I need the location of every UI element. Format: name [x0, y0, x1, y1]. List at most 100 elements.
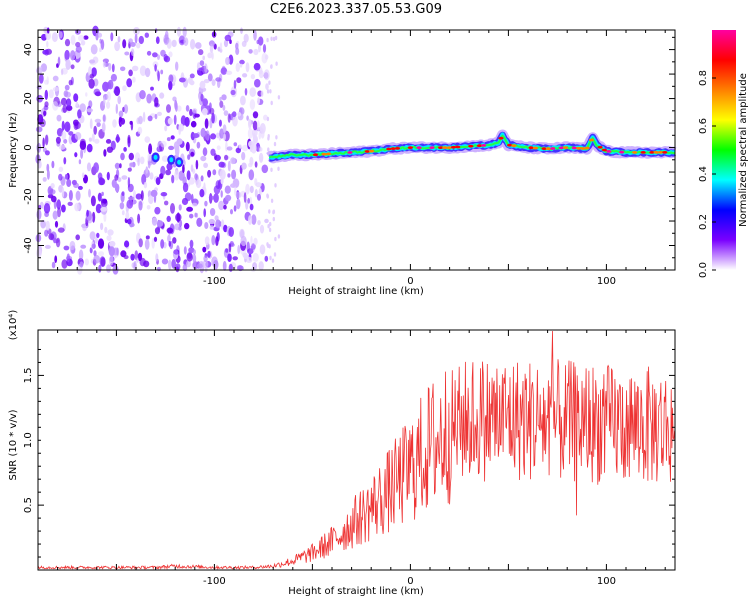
noise-speck [262, 44, 267, 53]
noise-speck [117, 95, 121, 105]
noise-speck [101, 191, 104, 197]
noise-speck [250, 235, 253, 246]
noise-speck [239, 63, 243, 68]
noise-speck [73, 93, 79, 102]
noise-speck [128, 69, 133, 77]
noise-speck [70, 34, 76, 46]
noise-speck [176, 26, 181, 37]
noise-speck [269, 89, 272, 94]
signal-core [312, 153, 319, 157]
noise-speck [258, 36, 264, 46]
noise-speck [195, 179, 202, 189]
noise-speck [93, 254, 101, 264]
noise-speck [164, 125, 168, 132]
noise-speck [254, 188, 258, 198]
noise-speck [38, 73, 44, 84]
noise-speck [172, 237, 177, 244]
noise-speck [145, 235, 150, 240]
signal-core [558, 146, 564, 150]
noise-speck [108, 62, 112, 71]
noise-speck [106, 235, 112, 242]
signal-core [662, 151, 668, 154]
noise-speck [189, 80, 195, 86]
noise-speck [128, 196, 135, 201]
noise-speck [119, 117, 126, 125]
noise-speck [166, 137, 171, 142]
noise-speck [215, 77, 222, 82]
noise-speck [135, 193, 142, 200]
signal-core [429, 146, 435, 150]
noise-speck [209, 43, 214, 54]
noise-speck [127, 183, 134, 193]
noise-speck [53, 237, 57, 244]
noise-speck [85, 92, 88, 97]
noise-speck [196, 62, 200, 71]
noise-speck [191, 193, 194, 204]
noise-speck [258, 261, 264, 271]
noise-speck [88, 78, 95, 89]
noise-speck [258, 43, 261, 53]
noise-speck [252, 252, 259, 262]
noise-speck [249, 99, 256, 110]
noise-speck [78, 35, 85, 42]
noise-speck [202, 246, 207, 253]
noise-speck [75, 190, 81, 201]
noise-speck [259, 224, 265, 234]
noise-speck [210, 148, 216, 156]
noise-speck [46, 40, 49, 48]
noise-speck [274, 35, 278, 41]
noise-speck [146, 93, 152, 104]
noise-speck [159, 92, 165, 99]
noise-speck [126, 199, 134, 209]
noise-speck [138, 35, 144, 45]
signal-core [580, 147, 586, 150]
noise-speck [154, 64, 157, 72]
signal-core [571, 146, 577, 150]
noise-speck [187, 154, 191, 160]
noise-speck [78, 159, 82, 165]
noise-speck [251, 214, 257, 225]
noise-speck [115, 136, 121, 143]
noise-speck [168, 240, 172, 247]
noise-speck [68, 79, 73, 86]
spectrogram-frame [37, 29, 676, 271]
noise-speck [215, 132, 220, 139]
noise-speck [62, 104, 68, 114]
noise-speck [139, 65, 147, 77]
noise-speck [249, 87, 256, 97]
noise-speck [218, 119, 222, 127]
noise-speck [215, 180, 221, 190]
noise-speck [203, 182, 206, 193]
signal-core [588, 138, 595, 142]
noise-speck [44, 89, 48, 100]
noise-speck [115, 103, 119, 114]
noise-speck [186, 260, 191, 268]
noise-speck [153, 236, 158, 242]
noise-speck [157, 70, 160, 82]
noise-speck [199, 80, 206, 89]
noise-speck [163, 54, 168, 62]
noise-speck [148, 195, 154, 205]
noise-speck [75, 234, 80, 241]
noise-speck [74, 202, 80, 212]
noise-speck [120, 152, 125, 161]
noise-speck [117, 177, 122, 183]
signal-core [657, 151, 664, 154]
noise-speck [263, 69, 270, 81]
noise-speck [220, 190, 223, 198]
noise-speck [94, 138, 100, 144]
noise-speck [219, 128, 225, 139]
noise-speck [245, 183, 250, 195]
noise-speck [228, 263, 233, 272]
noise-speck [168, 74, 174, 83]
snr-y-multiplier: (x10⁴) [8, 310, 19, 341]
signal-core [640, 151, 646, 154]
noise-speck [95, 32, 99, 41]
noise-speck [168, 51, 173, 58]
noise-speck [216, 145, 221, 150]
noise-speck [263, 114, 268, 121]
noise-speck [185, 105, 190, 112]
signal-core [390, 147, 396, 151]
noise-speck [199, 189, 205, 198]
noise-speck [222, 104, 226, 111]
